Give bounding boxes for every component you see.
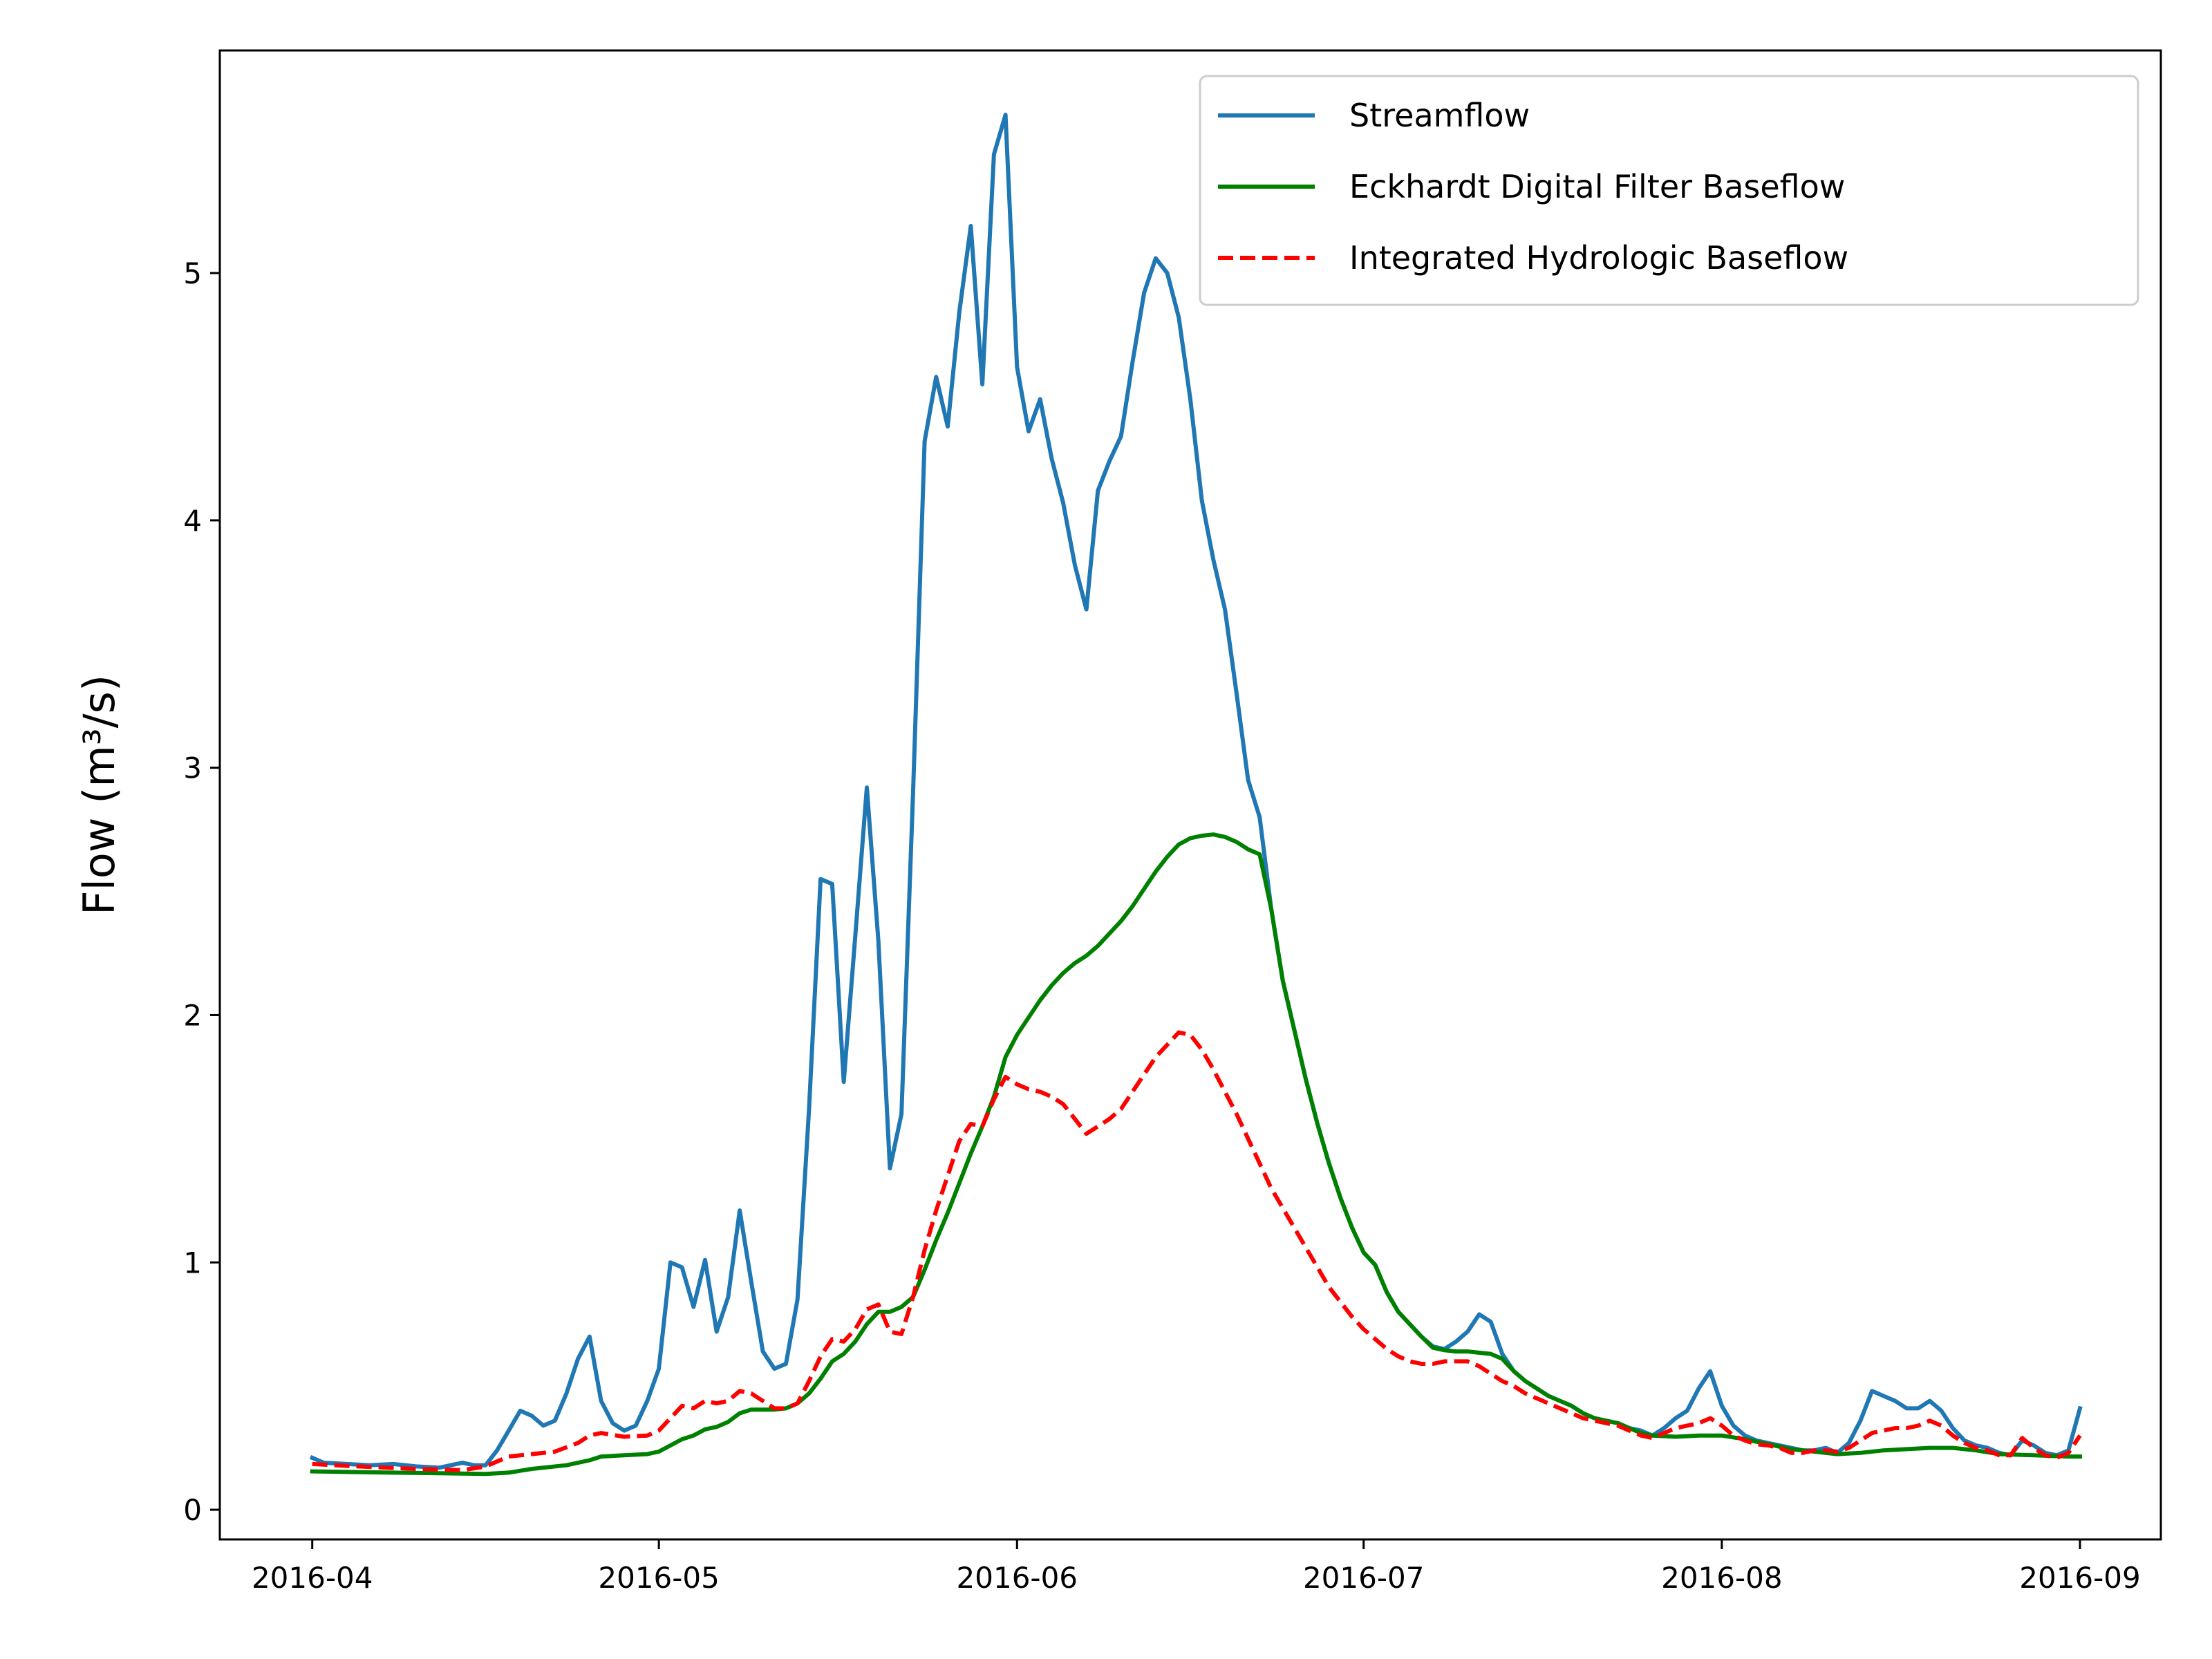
x-tick-label: 2016-08 — [1661, 1561, 1783, 1595]
x-tick-label: 2016-09 — [2019, 1561, 2141, 1595]
series-line-eckhardt-digital-filter-baseflow — [310, 832, 2082, 1477]
series-line-integrated-hydrologic-baseflow — [312, 1030, 2082, 1472]
y-tick-label: 2 — [183, 998, 202, 1032]
y-tick-label: 3 — [183, 751, 202, 785]
plot-frame — [218, 49, 2162, 1541]
y-axis-label: Flow (m³/s) — [74, 675, 124, 915]
legend-label: Eckhardt Digital Filter Baseflow — [1349, 168, 1845, 205]
y-tick-label: 1 — [183, 1246, 202, 1280]
legend-label: Streamflow — [1349, 97, 1530, 134]
y-axis: 0 1 2 3 4 5 — [183, 256, 220, 1527]
y-tick-label: 5 — [183, 256, 202, 290]
y-tick-label: 0 — [183, 1493, 202, 1527]
series-layer — [309, 113, 2083, 1477]
x-axis: 2016-04 2016-05 2016-06 2016-07 2016-08 2016-… — [252, 1539, 2141, 1595]
legend-box — [1199, 75, 2139, 306]
x-tick-label: 2016-07 — [1303, 1561, 1425, 1595]
x-tick-label: 2016-04 — [252, 1561, 373, 1595]
legend-label: Integrated Hydrologic Baseflow — [1349, 239, 1848, 276]
x-tick-label: 2016-06 — [957, 1561, 1078, 1595]
y-tick-label: 4 — [183, 504, 202, 538]
x-tick-label: 2016-05 — [598, 1561, 720, 1595]
legend: Streamflow Eckhardt Digital Filter Basefl… — [1199, 75, 2139, 306]
